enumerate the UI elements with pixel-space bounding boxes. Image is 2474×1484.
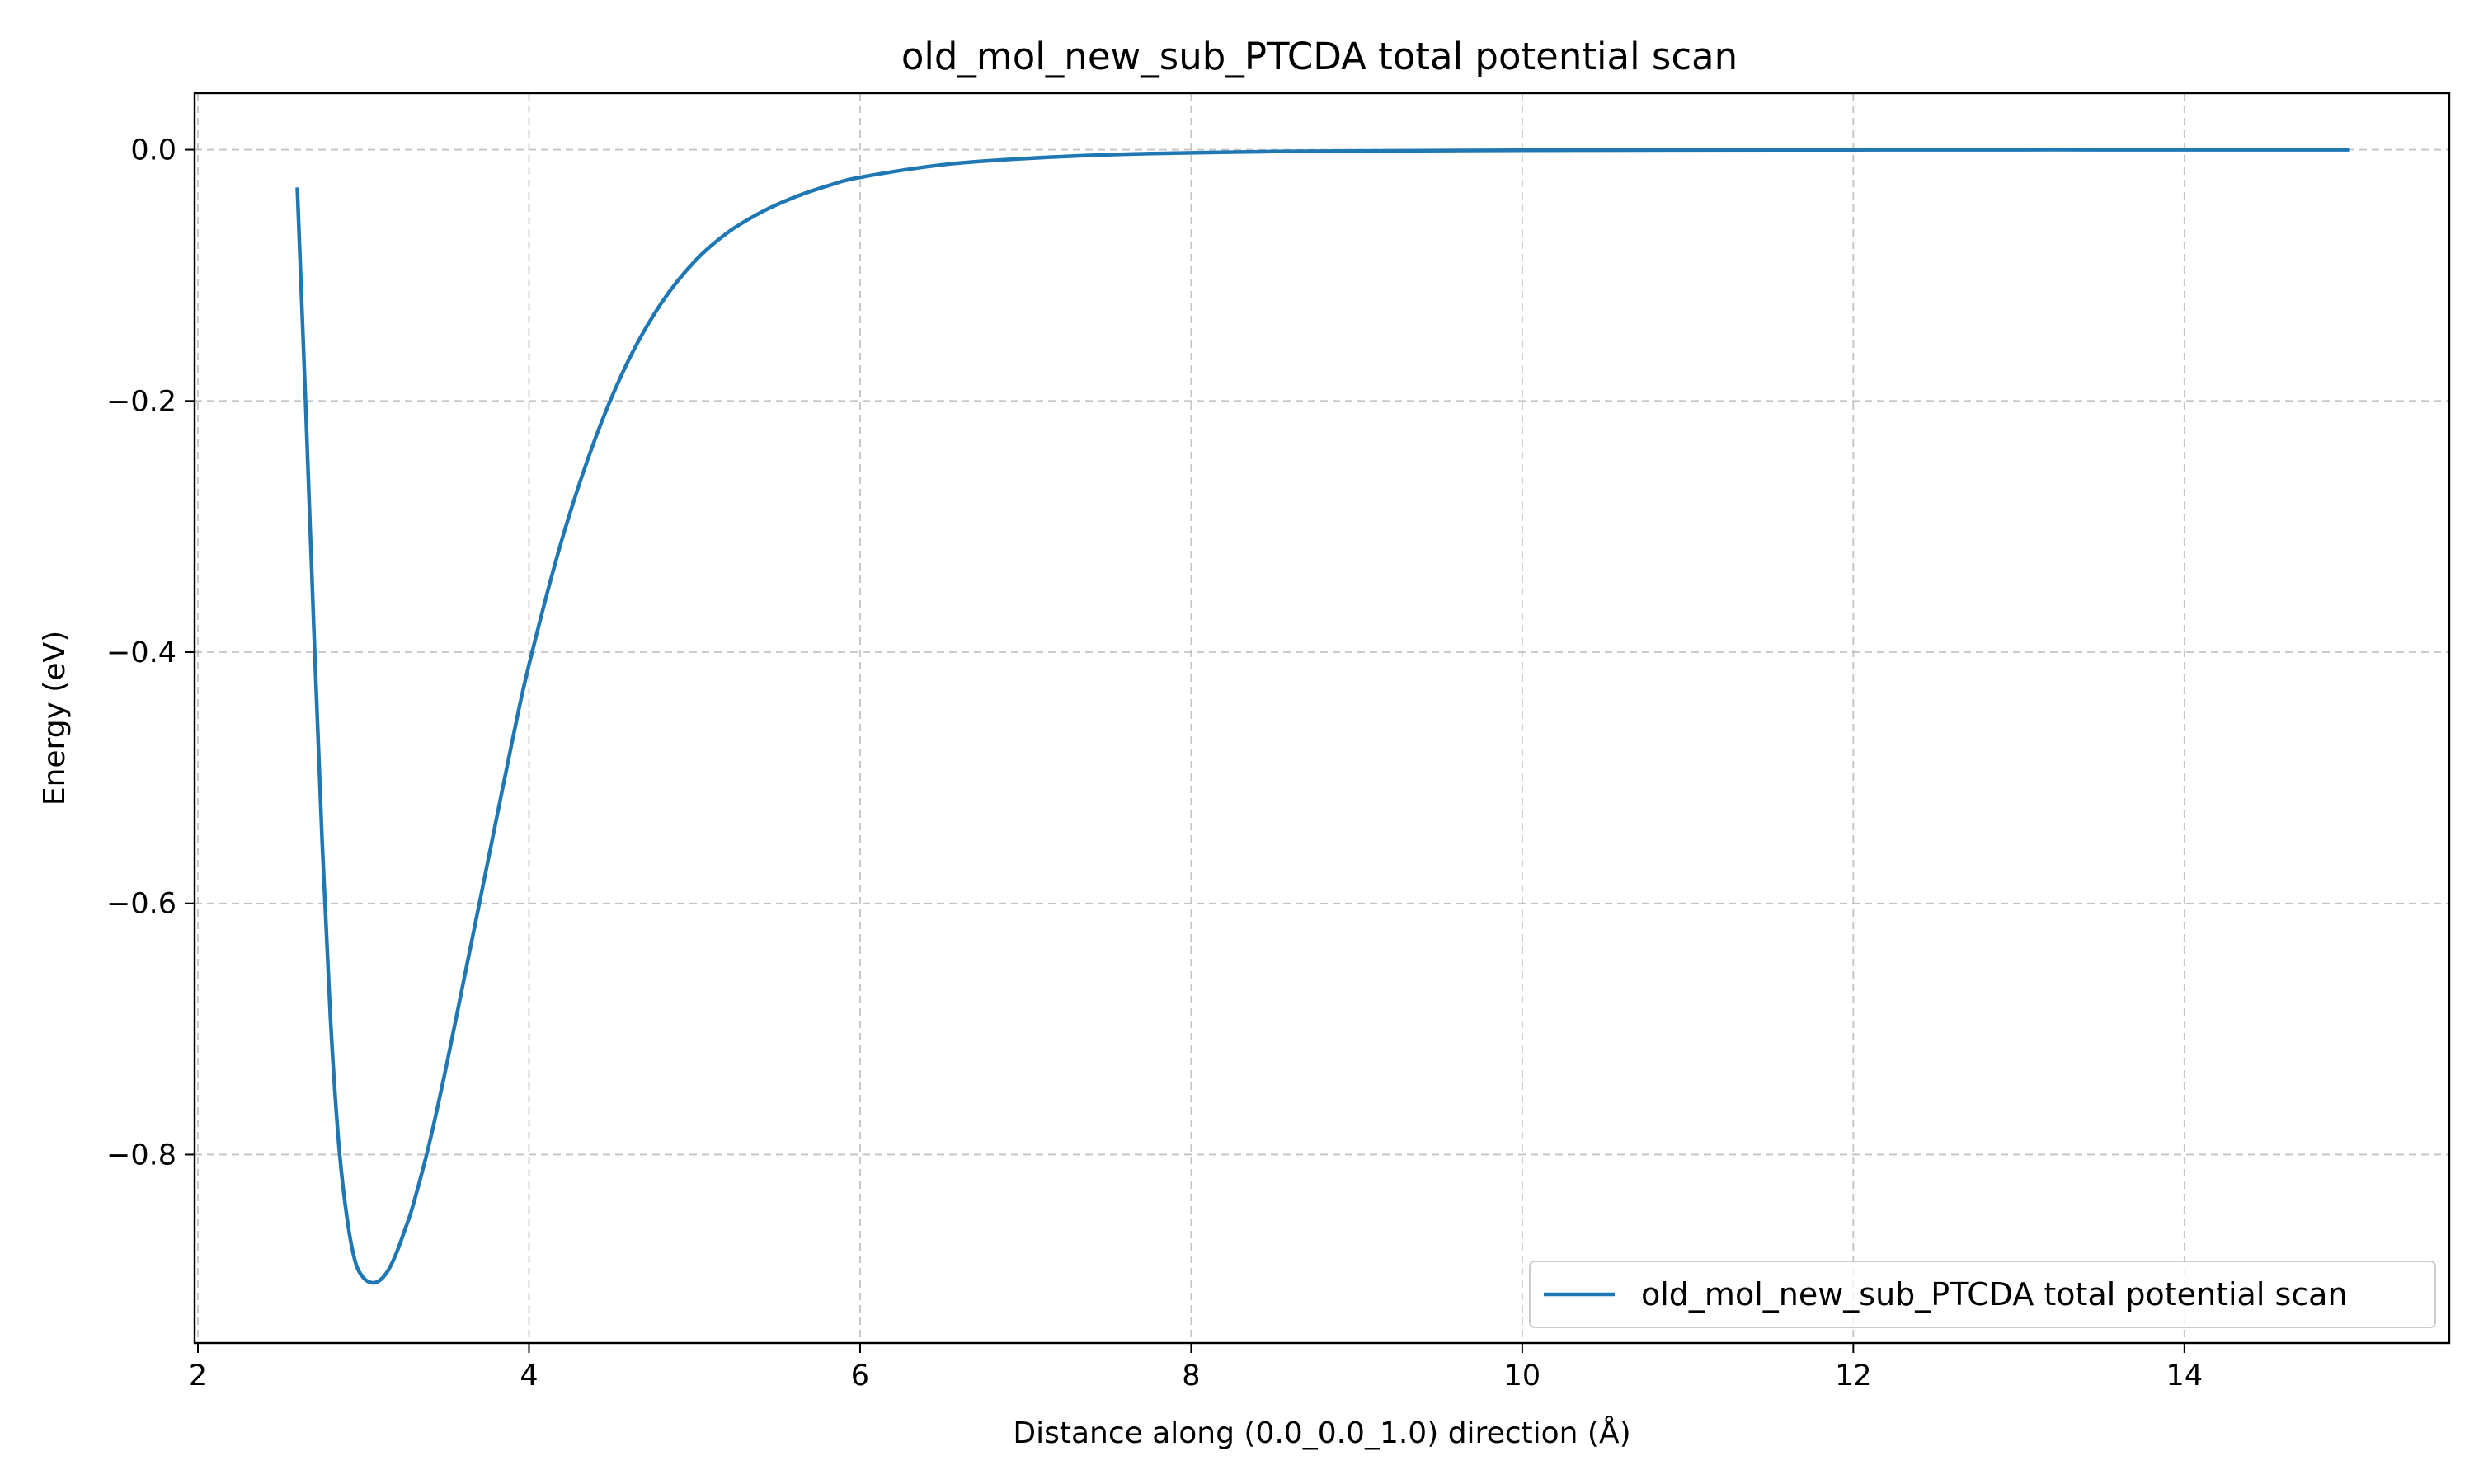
legend-series-label: old_mol_new_sub_PTCDA total potential sc… — [1641, 1276, 2348, 1313]
x-tick-label: 10 — [1504, 1360, 1541, 1392]
x-tick-label: 6 — [851, 1360, 869, 1392]
tick-layer: 2 4 6 8 10 12 14 0.0 −0.2 −0.4 −0.6 −0.8 — [106, 134, 2203, 1392]
y-tick-label: −0.6 — [106, 888, 176, 921]
legend: old_mol_new_sub_PTCDA total potential sc… — [1529, 1261, 2436, 1328]
x-tick-label: 4 — [520, 1360, 538, 1392]
x-tick-label: 12 — [1835, 1360, 1872, 1392]
line-layer — [295, 148, 2350, 1285]
y-tick-label: −0.8 — [106, 1139, 176, 1172]
y-axis-label: Energy (eV) — [38, 631, 72, 805]
y-tick-label: −0.2 — [106, 385, 176, 418]
x-axis-label: Distance along (0.0_0.0_1.0) direction (… — [1013, 1415, 1630, 1450]
series-line — [295, 148, 2350, 1285]
grid-layer — [195, 93, 2449, 1343]
legend-box — [1529, 1261, 2436, 1328]
x-tick-label: 2 — [189, 1360, 207, 1392]
plot-frame — [193, 92, 2451, 1345]
x-tick-label: 14 — [2166, 1360, 2204, 1392]
y-tick-label: −0.4 — [106, 636, 176, 669]
x-tick-label: 8 — [1182, 1360, 1200, 1392]
chart-title: old_mol_new_sub_PTCDA total potential sc… — [901, 35, 1738, 78]
y-tick-label: 0.0 — [130, 134, 176, 167]
